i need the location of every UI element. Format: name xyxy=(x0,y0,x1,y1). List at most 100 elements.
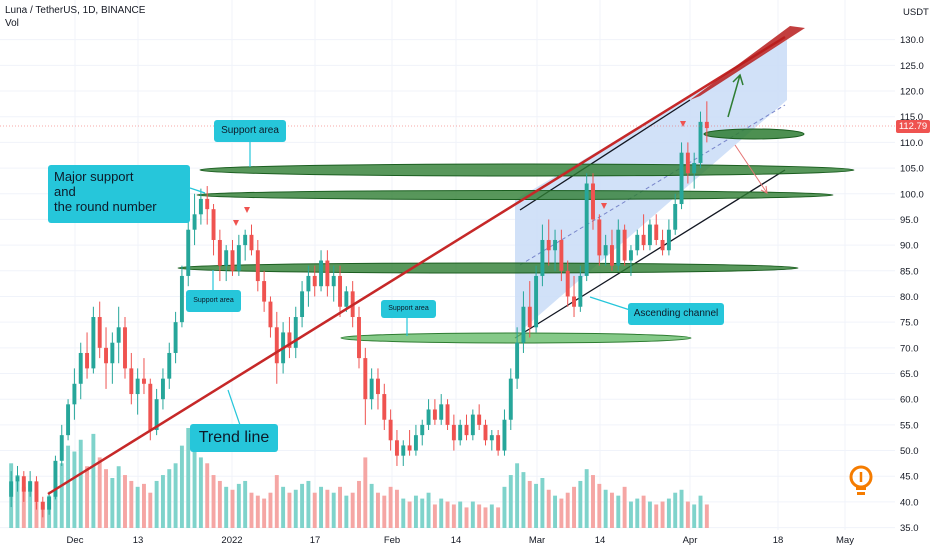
volume-label[interactable]: Vol xyxy=(5,18,19,29)
candle xyxy=(546,219,551,266)
candle xyxy=(489,430,494,451)
candle xyxy=(59,424,64,466)
volume-bar xyxy=(28,480,33,528)
price-tick-label: 130.0 xyxy=(900,35,924,46)
volume-bar xyxy=(540,478,545,528)
candle xyxy=(306,265,311,307)
volume-bar xyxy=(129,480,134,528)
candle xyxy=(502,409,507,456)
volume-bar xyxy=(439,498,444,528)
volume-bar xyxy=(458,501,463,528)
candle xyxy=(205,186,210,225)
candle xyxy=(110,332,115,384)
price-tick-label: 90.0 xyxy=(900,241,919,252)
volume-bar xyxy=(654,504,659,528)
candle xyxy=(635,229,640,256)
volume-bar xyxy=(85,466,90,528)
volume-bar xyxy=(173,463,178,528)
candle xyxy=(249,224,254,256)
projection-arrow-up xyxy=(727,74,741,118)
symbol-title[interactable]: Luna / TetherUS, 1D, BINANCE xyxy=(5,5,146,16)
volume-bar xyxy=(451,504,456,528)
candle xyxy=(15,465,20,492)
volume-bar xyxy=(160,475,165,528)
candle xyxy=(496,430,501,456)
support-ellipse-105 xyxy=(199,163,855,177)
volume-bar xyxy=(666,498,671,528)
callout-support-top: Support area xyxy=(214,120,286,142)
candle xyxy=(34,476,39,510)
price-tick-label: 105.0 xyxy=(900,164,924,175)
candle xyxy=(660,229,665,256)
volume-bar xyxy=(679,489,684,528)
candle xyxy=(123,317,127,379)
candle xyxy=(685,142,690,184)
candle xyxy=(616,219,621,271)
candle xyxy=(483,419,488,446)
volume-bar xyxy=(534,483,539,528)
volume-bar xyxy=(489,504,494,528)
projection-arrow-down xyxy=(734,144,768,194)
candle xyxy=(439,394,444,425)
candle xyxy=(534,265,539,333)
volume-bar xyxy=(72,451,77,528)
candle xyxy=(192,193,197,246)
volume-bar xyxy=(578,480,583,528)
volume-bar xyxy=(319,486,324,528)
marker-triangle xyxy=(680,121,686,127)
volume-bar xyxy=(91,433,96,528)
support-ellipse-100 xyxy=(196,190,834,200)
volume-bar xyxy=(186,428,191,528)
current-price-badge: 112.79 xyxy=(896,120,930,133)
candle xyxy=(622,224,627,266)
candle xyxy=(559,229,564,282)
candle xyxy=(287,317,292,359)
volume-bar xyxy=(426,492,431,528)
candle xyxy=(388,409,393,451)
callout-ascending-channel: Ascending channel xyxy=(628,303,724,325)
volume-bar xyxy=(647,501,652,528)
candle xyxy=(394,430,399,466)
support-ellipse-70 xyxy=(340,332,692,344)
candle xyxy=(21,471,26,502)
callout-support-left: Support area xyxy=(186,290,241,312)
time-tick-label: 17 xyxy=(310,535,321,546)
pointer-trend-line xyxy=(227,389,241,426)
volume-bar xyxy=(249,492,254,528)
trend-line xyxy=(47,35,786,496)
idea-bulb-icon[interactable] xyxy=(849,465,873,495)
volume-bar xyxy=(464,507,469,528)
callout-trend-line: Trend line xyxy=(190,424,278,452)
candle xyxy=(540,224,545,287)
volume-bar xyxy=(281,486,286,528)
volume-bar xyxy=(205,463,210,528)
volume-bar xyxy=(338,486,342,528)
volume-bar xyxy=(413,495,418,528)
candle xyxy=(654,214,659,246)
callout-support-mid: Support area xyxy=(381,300,436,318)
volume-bar xyxy=(192,439,197,528)
pointer-channel xyxy=(589,296,631,311)
price-tick-label: 55.0 xyxy=(900,420,919,431)
candle xyxy=(470,409,475,441)
marker-triangle xyxy=(601,203,607,209)
candle xyxy=(97,301,102,359)
candle xyxy=(319,250,324,292)
candle xyxy=(413,424,418,456)
price-tick-label: 60.0 xyxy=(900,395,919,406)
candle xyxy=(78,342,83,400)
price-axis[interactable]: USDT 35.0 40.0 45.0 50.0 55.0 60.0 65.0 70.0 75.0… xyxy=(895,0,932,550)
volume-bar xyxy=(287,492,292,528)
price-tick-label: 95.0 xyxy=(900,215,919,226)
candle xyxy=(179,265,184,328)
support-ellipse-85 xyxy=(177,262,799,274)
volume-bar xyxy=(274,475,279,528)
candle xyxy=(401,440,406,466)
candle xyxy=(603,234,608,266)
volume-bar xyxy=(344,495,349,528)
volume-bar xyxy=(603,489,608,528)
candle xyxy=(698,111,703,169)
time-axis[interactable]: Dec 13 2022 17 Feb 14 Mar 14 Apr 18 May xyxy=(67,535,855,546)
volume-bar xyxy=(135,486,140,528)
